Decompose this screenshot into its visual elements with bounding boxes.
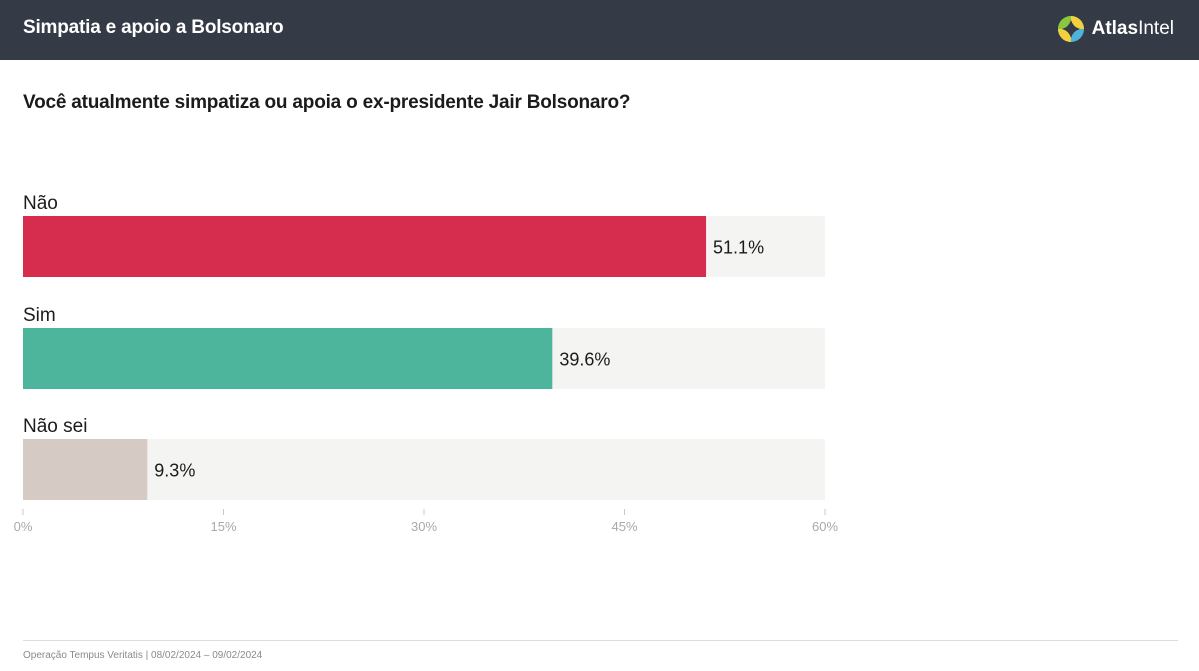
- value-label: 51.1%: [713, 238, 764, 258]
- page-title: Simpatia e apoio a Bolsonaro: [23, 17, 284, 38]
- bar: [23, 216, 707, 277]
- bar-track: [23, 439, 825, 500]
- x-tick-label: 30%: [411, 519, 437, 534]
- survey-question: Você atualmente simpatiza ou apoia o ex-…: [23, 92, 631, 113]
- bar-chart: Não 51.1% Sim 39.6% Não sei 9.3% 0% 15% 30% 45% 60…: [14, 193, 839, 534]
- footer-source: Operação Tempus Veritatis | 08/02/2024 –…: [23, 650, 263, 661]
- bar: [23, 439, 148, 500]
- footer-divider: [23, 640, 1178, 641]
- value-label: 9.3%: [154, 461, 195, 481]
- header-bar: Simpatia e apoio a Bolsonaro AtlasIntel: [0, 0, 1199, 60]
- bar: [23, 328, 553, 389]
- category-label: Não: [23, 193, 58, 214]
- category-label: Sim: [23, 305, 56, 326]
- brand-name: AtlasIntel: [1091, 18, 1174, 39]
- x-tick-label: 45%: [611, 519, 637, 534]
- x-tick-label: 60%: [812, 519, 838, 534]
- category-label: Não sei: [23, 416, 87, 437]
- x-tick-label: 15%: [210, 519, 236, 534]
- atlasintel-logo-icon: [1057, 16, 1084, 42]
- value-label: 39.6%: [559, 350, 610, 370]
- brand: AtlasIntel: [1057, 14, 1174, 44]
- x-tick-label: 0%: [14, 519, 33, 534]
